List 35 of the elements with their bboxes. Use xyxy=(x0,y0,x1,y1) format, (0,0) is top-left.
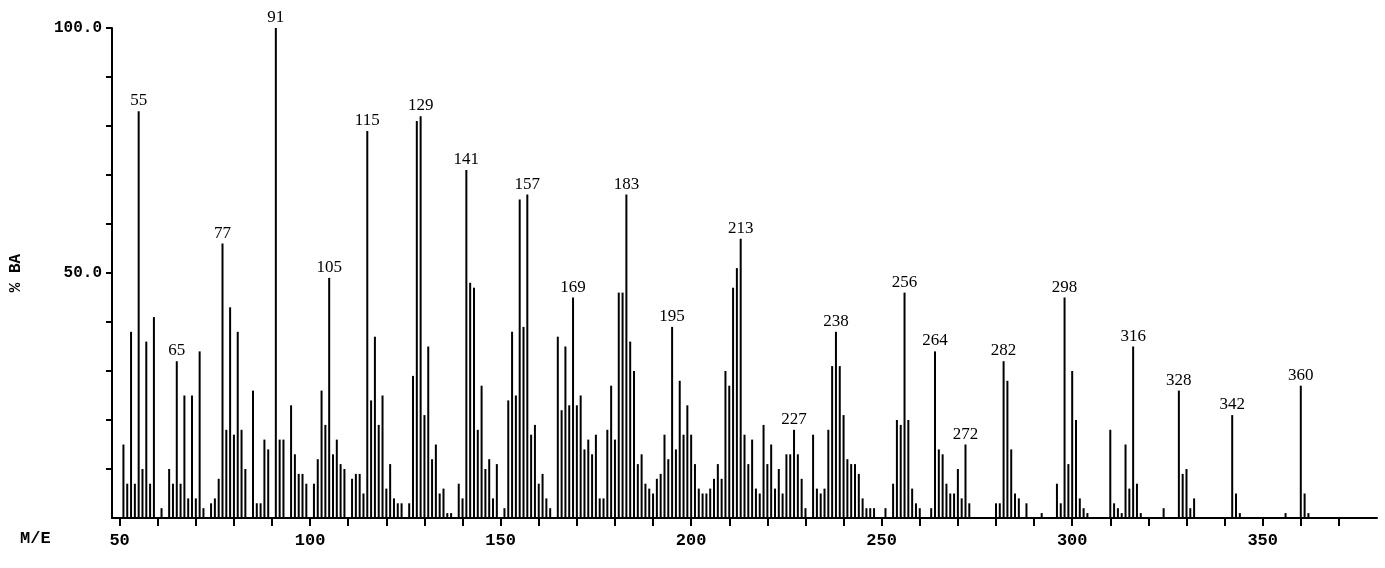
annotation: 91 xyxy=(267,7,285,26)
annotation: 342 xyxy=(1219,394,1245,414)
annotation: 183 xyxy=(613,173,640,193)
annotation: 213 xyxy=(727,217,754,237)
y-tick-label: 50.0 xyxy=(63,264,102,282)
annotation: 227 xyxy=(781,408,808,428)
x-tick-label: 200 xyxy=(675,531,707,550)
annotation: 129 xyxy=(407,95,434,115)
annotation: 77 xyxy=(214,222,232,242)
x-tick-label: 50 xyxy=(109,531,130,550)
x-tick-label: 300 xyxy=(1056,531,1088,550)
annotation: 169 xyxy=(560,276,586,296)
annotation: 238 xyxy=(823,310,849,330)
y-tick-label: 100.0 xyxy=(53,19,102,37)
annotation: 195 xyxy=(659,305,685,325)
annotation: 328 xyxy=(1166,369,1192,389)
annotation: 141 xyxy=(453,149,480,169)
annotation: 316 xyxy=(1120,325,1146,345)
annotation: 264 xyxy=(922,330,949,350)
y-axis-title: % BA xyxy=(7,253,25,293)
x-axis-title: M/E xyxy=(20,529,51,548)
annotation: 256 xyxy=(891,271,918,291)
annotation: 115 xyxy=(354,109,380,129)
annotation: 272 xyxy=(952,423,979,443)
x-tick-label: 250 xyxy=(866,531,897,550)
annotation: 105 xyxy=(316,256,342,276)
x-tick-label: 150 xyxy=(485,531,516,550)
x-tick-label: 100 xyxy=(294,531,326,550)
annotation: 55 xyxy=(130,90,148,110)
x-tick-label: 350 xyxy=(1247,531,1278,550)
annotation: 282 xyxy=(990,340,1017,360)
annotation: 65 xyxy=(168,340,186,360)
annotation: 298 xyxy=(1051,276,1078,296)
annotation: 360 xyxy=(1288,364,1314,384)
annotation: 157 xyxy=(514,173,541,193)
